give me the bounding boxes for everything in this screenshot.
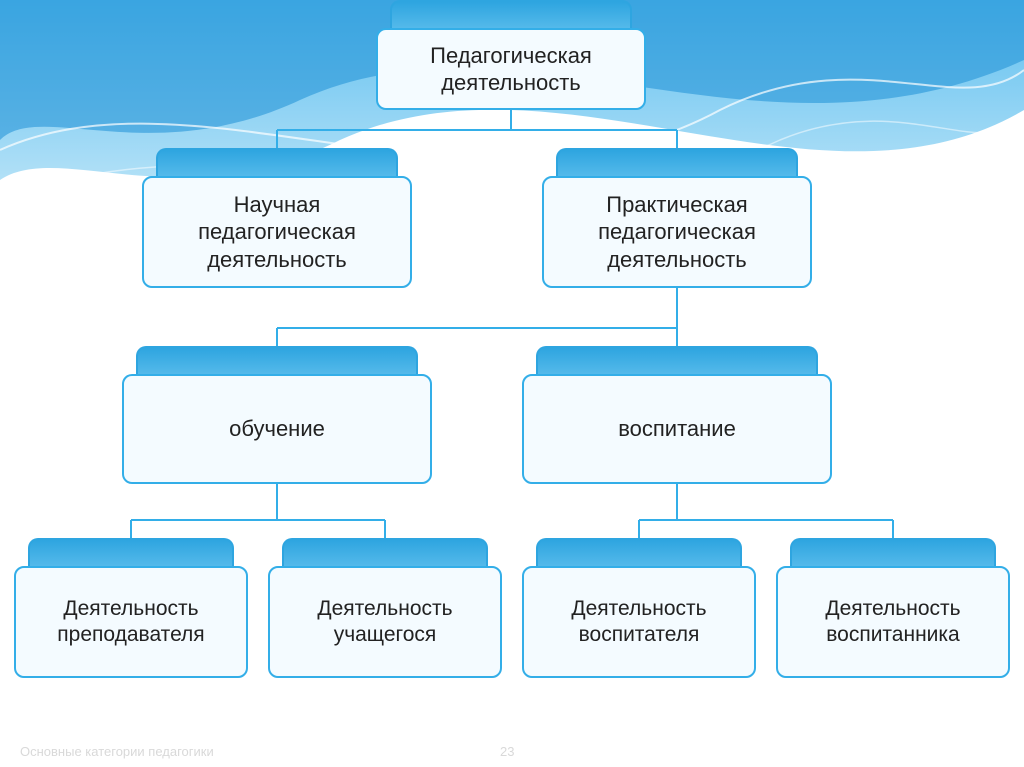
- connector: [131, 519, 385, 521]
- node-label: Деятельность преподавателя: [47, 590, 214, 655]
- connector: [276, 484, 278, 520]
- connector: [276, 328, 278, 346]
- node-label: воспитание: [608, 409, 746, 449]
- node-upbr: воспитание: [522, 374, 832, 484]
- connector: [277, 327, 677, 329]
- node-label: Деятельность учащегося: [307, 590, 462, 655]
- node-root: Педагогическая деятельность: [376, 28, 646, 110]
- connector: [676, 484, 678, 520]
- node-label: Деятельность воспитанника: [815, 590, 970, 655]
- connector: [676, 288, 678, 328]
- connector: [639, 519, 893, 521]
- connector: [276, 130, 278, 148]
- page-number: 23: [500, 744, 514, 759]
- connector: [638, 520, 640, 538]
- node-prac: Практическая педагогическая деятельность: [542, 176, 812, 288]
- connector: [676, 130, 678, 148]
- connector: [277, 129, 677, 131]
- node-label: обучение: [219, 409, 335, 449]
- node-l31: Деятельность преподавателя: [14, 566, 248, 678]
- connector: [130, 520, 132, 538]
- node-l32: Деятельность учащегося: [268, 566, 502, 678]
- node-label: Педагогическая деятельность: [420, 36, 602, 103]
- node-l33: Деятельность воспитателя: [522, 566, 756, 678]
- connector: [510, 110, 512, 130]
- connector: [676, 328, 678, 346]
- node-label: Научная педагогическая деятельность: [188, 185, 366, 280]
- org-chart: Педагогическая деятельность Научная педаг…: [0, 0, 1024, 767]
- node-teach: обучение: [122, 374, 432, 484]
- connector: [892, 520, 894, 538]
- node-sci: Научная педагогическая деятельность: [142, 176, 412, 288]
- node-label: Деятельность воспитателя: [561, 590, 716, 655]
- node-label: Практическая педагогическая деятельность: [588, 185, 766, 280]
- node-l34: Деятельность воспитанника: [776, 566, 1010, 678]
- connector: [384, 520, 386, 538]
- footer-left: Основные категории педагогики: [20, 744, 214, 759]
